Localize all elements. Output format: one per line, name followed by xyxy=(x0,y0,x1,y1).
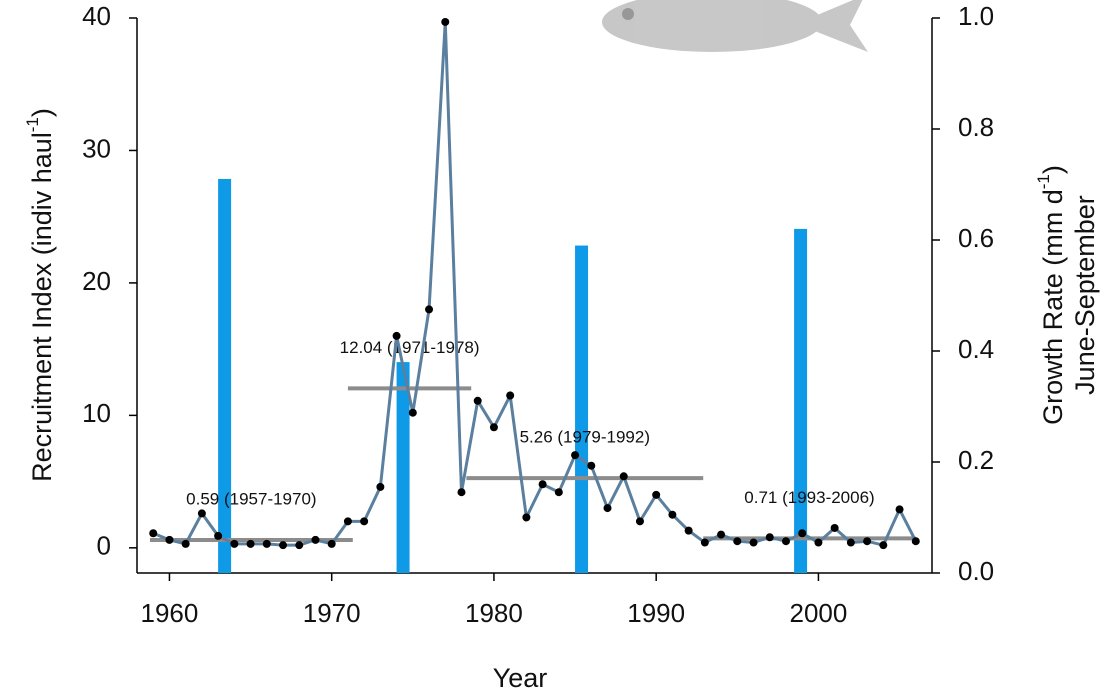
recruitment-point xyxy=(328,540,336,548)
recruitment-point xyxy=(279,541,287,549)
growth-bar xyxy=(575,246,588,573)
x-tick-label: 1980 xyxy=(465,598,523,628)
period-mean-label: 5.26 (1979-1992) xyxy=(520,428,650,447)
recruitment-point xyxy=(814,539,822,547)
recruitment-point xyxy=(376,483,384,491)
y2-axis-title-sup: -1 xyxy=(1034,174,1053,189)
recruitment-point xyxy=(604,504,612,512)
y-tick-label: 0 xyxy=(97,531,111,561)
recruitment-point xyxy=(766,533,774,541)
y2-tick-label: 0.6 xyxy=(958,223,994,253)
recruitment-point xyxy=(733,537,741,545)
recruitment-point xyxy=(425,305,433,313)
recruitment-point xyxy=(539,480,547,488)
x-tick-label: 2000 xyxy=(790,598,848,628)
recruitment-point xyxy=(847,539,855,547)
x-axis-title: Year xyxy=(493,663,548,693)
period-mean-label: 0.59 (1957-1970) xyxy=(186,490,316,509)
recruitment-point xyxy=(474,397,482,405)
y-tick-label: 20 xyxy=(82,266,111,296)
recruitment-point xyxy=(165,536,173,544)
recruitment-point xyxy=(782,537,790,545)
recruitment-point xyxy=(409,409,417,417)
recruitment-point xyxy=(149,529,157,537)
y-axis-title-end: ) xyxy=(27,108,57,117)
x-tick-label: 1990 xyxy=(627,598,685,628)
recruitment-point xyxy=(555,488,563,496)
y2-tick-label: 0.8 xyxy=(958,112,994,142)
recruitment-point xyxy=(247,540,255,548)
y2-tick-label: 1.0 xyxy=(958,1,994,31)
growth-bar xyxy=(794,229,807,573)
recruitment-point xyxy=(506,392,514,400)
recruitment-point xyxy=(441,18,449,26)
recruitment-point xyxy=(668,511,676,519)
period-mean-label: 0.71 (1993-2006) xyxy=(744,488,874,507)
y-axis-title: Recruitment Index (indiv haul-1) xyxy=(23,108,57,482)
y2-axis-title-end: ) xyxy=(1038,165,1068,174)
recruitment-point xyxy=(863,537,871,545)
recruitment-point xyxy=(896,505,904,513)
recruitment-point xyxy=(636,517,644,525)
recruitment-point xyxy=(230,540,238,548)
y2-tick-label: 0.4 xyxy=(958,334,994,364)
x-tick-label: 1970 xyxy=(303,598,361,628)
recruitment-point xyxy=(587,462,595,470)
recruitment-point xyxy=(214,532,222,540)
y2-axis-title-text: Growth Rate (mm d xyxy=(1038,189,1068,425)
recruitment-point xyxy=(263,540,271,548)
recruitment-point xyxy=(652,491,660,499)
y2-axis-title-line2: June-September xyxy=(1070,195,1100,395)
recruitment-point xyxy=(701,539,709,547)
recruitment-point xyxy=(912,537,920,545)
recruitment-point xyxy=(522,513,530,521)
recruitment-point xyxy=(717,531,725,539)
fish-illustration xyxy=(602,0,868,52)
recruitment-point xyxy=(879,541,887,549)
y-axis-title-sup: -1 xyxy=(23,117,42,132)
recruitment-point xyxy=(295,541,303,549)
growth-bar xyxy=(218,179,231,573)
period-mean-label: 12.04 (1971-1978) xyxy=(340,338,480,357)
y-tick-label: 10 xyxy=(82,398,111,428)
recruitment-point xyxy=(457,488,465,496)
recruitment-point xyxy=(620,472,628,480)
y2-tick-label: 0.2 xyxy=(958,445,994,475)
y-axis-title-text: Recruitment Index (indiv haul xyxy=(27,132,57,482)
recruitment-point xyxy=(182,540,190,548)
y-tick-label: 30 xyxy=(82,133,111,163)
y2-tick-label: 0.0 xyxy=(958,556,994,586)
recruitment-point xyxy=(831,524,839,532)
recruitment-point xyxy=(360,517,368,525)
y-tick-label: 40 xyxy=(82,1,111,31)
recruitment-point xyxy=(685,527,693,535)
recruitment-point xyxy=(798,529,806,537)
chart: Year Recruitment Index (indiv haul-1) Gr… xyxy=(0,0,1115,699)
recruitment-point xyxy=(393,332,401,340)
recruitment-point xyxy=(490,423,498,431)
recruitment-point xyxy=(750,539,758,547)
recruitment-point xyxy=(571,451,579,459)
x-tick-label: 1960 xyxy=(141,598,199,628)
recruitment-point xyxy=(311,536,319,544)
y2-axis-title: Growth Rate (mm d-1) xyxy=(1034,165,1068,425)
recruitment-point xyxy=(198,509,206,517)
recruitment-point xyxy=(344,517,352,525)
